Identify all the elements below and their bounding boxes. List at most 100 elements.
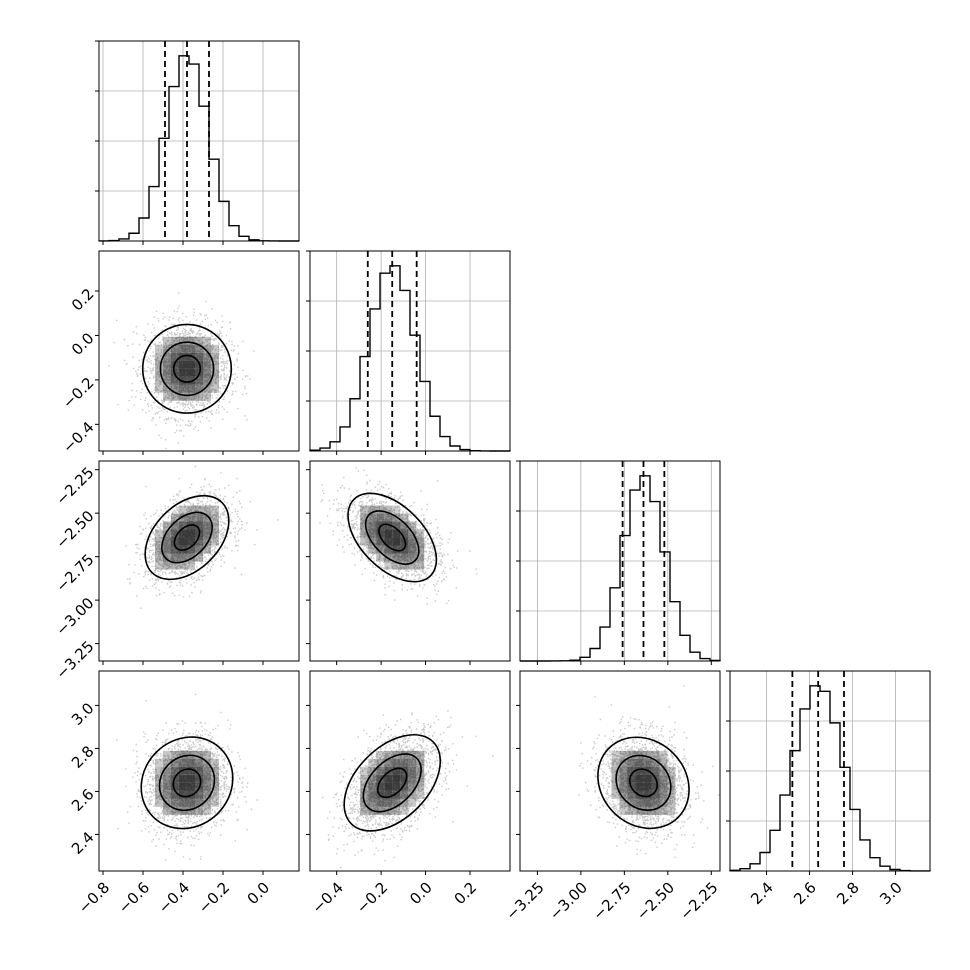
- contour-1: [628, 768, 658, 798]
- density-cell: [171, 782, 179, 791]
- density-cell: [368, 798, 377, 807]
- x-tick-label: 0.0: [244, 879, 274, 909]
- density-cell: [203, 336, 211, 345]
- density-cell: [171, 750, 179, 759]
- density-cell: [659, 766, 668, 775]
- density-cell: [384, 529, 393, 538]
- density-cell: [392, 561, 401, 570]
- density-cell: [179, 392, 187, 401]
- density-cell: [203, 352, 211, 361]
- density-cell: [163, 790, 171, 799]
- density-cell: [179, 537, 187, 546]
- density-cell: [368, 521, 377, 530]
- panel-2-1: [306, 460, 511, 665]
- density-cell: [203, 392, 211, 401]
- density-cell: [651, 790, 660, 799]
- density-cell: [368, 545, 377, 554]
- density-cell: [171, 392, 179, 401]
- density-cell: [155, 790, 163, 799]
- density-cell: [400, 774, 409, 783]
- density-cell: [211, 384, 219, 393]
- density-cell: [155, 537, 163, 546]
- density-cell: [211, 521, 219, 530]
- density-cell: [163, 545, 171, 554]
- density-cell: [416, 529, 425, 538]
- density-cell: [360, 505, 369, 514]
- panel-0-0: [95, 40, 300, 245]
- density-cell: [179, 521, 187, 530]
- sample-points: [578, 685, 720, 858]
- density-cell: [171, 384, 179, 393]
- panel-frame: [309, 250, 511, 452]
- density-cell: [211, 537, 219, 546]
- y-tick-label: 0.2: [68, 285, 98, 315]
- density-cell: [203, 384, 211, 393]
- density-cell: [187, 360, 195, 369]
- density-cell: [179, 774, 187, 783]
- density-cell: [179, 529, 187, 538]
- y-tick-label: −0.4: [59, 418, 97, 456]
- density-cell: [179, 798, 187, 807]
- panel-frame: [729, 670, 931, 872]
- density-cell: [179, 553, 187, 562]
- y-tick-label: 2.8: [68, 742, 98, 772]
- density-cell: [651, 806, 660, 815]
- density-cell: [203, 376, 211, 385]
- density-cell: [368, 513, 377, 522]
- density-cell: [195, 545, 203, 554]
- density-cell: [400, 758, 409, 767]
- density-cell: [368, 774, 377, 783]
- density-cell: [195, 750, 203, 759]
- density-cell: [195, 766, 203, 775]
- density-cell: [384, 758, 393, 767]
- density-cell: [187, 336, 195, 345]
- density-cell: [163, 352, 171, 361]
- panel-1-0: [95, 250, 300, 455]
- density-cell: [187, 513, 195, 522]
- density-cell: [416, 561, 425, 570]
- density-cell: [376, 537, 385, 546]
- density-cell: [187, 758, 195, 767]
- density-cell: [187, 545, 195, 554]
- density-cell: [659, 774, 668, 783]
- density-cell: [195, 505, 203, 514]
- x-tick-label: −2.75: [589, 879, 634, 924]
- density-cell: [203, 806, 211, 815]
- density-cell: [163, 750, 171, 759]
- density-cell: [163, 344, 171, 353]
- density-cell: [179, 758, 187, 767]
- x-tick-label: 2.4: [747, 879, 777, 909]
- density-cell: [360, 790, 369, 799]
- density-cell: [619, 774, 628, 783]
- density-cell: [619, 750, 628, 759]
- contour-3: [343, 733, 442, 832]
- density-cell: [360, 537, 369, 546]
- contour-1: [172, 354, 202, 383]
- contour-1: [378, 523, 407, 552]
- density-cell: [368, 790, 377, 799]
- density-cell: [360, 521, 369, 530]
- x-tick-label: −0.4: [155, 879, 193, 917]
- density-cell: [211, 344, 219, 353]
- density-cell: [392, 774, 401, 783]
- panel-1-1: [306, 250, 511, 455]
- density-cell: [203, 766, 211, 775]
- contour-1: [172, 768, 202, 798]
- density-cell: [643, 790, 652, 799]
- density-cell: [163, 336, 171, 345]
- density-cell: [651, 766, 660, 775]
- density-cell: [392, 529, 401, 538]
- density-cell: [155, 368, 163, 377]
- density-cell: [392, 505, 401, 514]
- density-cell: [171, 758, 179, 767]
- density-cell: [400, 537, 409, 546]
- density-cell: [211, 782, 219, 791]
- density-cell: [195, 758, 203, 767]
- density-cell: [163, 384, 171, 393]
- density-cell: [179, 513, 187, 522]
- panel-frame: [98, 250, 300, 452]
- density-cell: [171, 798, 179, 807]
- density-cell: [611, 758, 620, 767]
- density-cell: [179, 561, 187, 570]
- density-cell: [203, 505, 211, 514]
